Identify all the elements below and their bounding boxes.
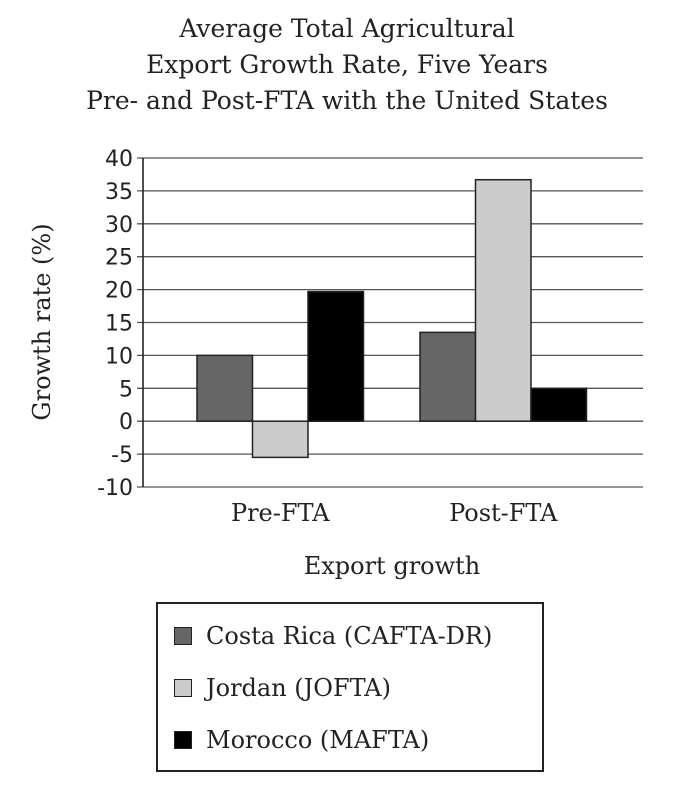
y-tick-label: 15 [105, 312, 133, 337]
y-tick-label: 0 [119, 410, 133, 435]
x-axis-title: Export growth [304, 552, 481, 580]
bar-post-fta-2 [474, 178, 532, 422]
y-tick-label: 20 [105, 279, 133, 304]
bar-post-fta-3 [530, 387, 588, 422]
y-tick-label: 35 [105, 180, 133, 205]
x-category-label: Post-FTA [449, 499, 558, 527]
y-tick-label: 40 [105, 147, 133, 172]
legend-swatch-costa-rica [174, 627, 192, 645]
y-tick-label: -5 [111, 443, 133, 468]
bar-post-fta-1 [419, 331, 477, 422]
legend-label-costa-rica: Costa Rica (CAFTA-DR) [206, 622, 493, 650]
legend-item-costa-rica: Costa Rica (CAFTA-DR) [174, 620, 492, 652]
y-tick-label: 5 [119, 377, 133, 402]
x-category-labels: Pre-FTA Post-FTA [231, 499, 558, 527]
y-tick-labels: 40 35 30 25 20 15 10 5 0 -5 -10 [97, 147, 133, 501]
legend-item-morocco: Morocco (MAFTA) [174, 724, 429, 756]
chart-title-line-3: Pre- and Post-FTA with the United States [86, 86, 608, 115]
gridlines [137, 157, 643, 488]
legend: Costa Rica (CAFTA-DR) Jordan (JOFTA) Mor… [156, 602, 544, 772]
bar-pre-fta-2 [251, 420, 309, 459]
y-tick-label: 30 [105, 213, 133, 238]
chart-title-line-1: Average Total Agricultural [179, 14, 515, 43]
legend-swatch-jordan [174, 679, 192, 697]
bars [196, 178, 588, 459]
bar-pre-fta-1 [196, 354, 254, 422]
bar-chart: 40 35 30 25 20 15 10 5 0 -5 -10 Pre-FTA Post-FTA Gr… [28, 147, 643, 580]
legend-label-jordan: Jordan (JOFTA) [206, 674, 392, 702]
legend-label-morocco: Morocco (MAFTA) [206, 726, 430, 754]
legend-item-jordan: Jordan (JOFTA) [174, 672, 391, 704]
y-tick-label: -10 [97, 476, 133, 501]
x-category-label: Pre-FTA [231, 499, 330, 527]
y-tick-label: 25 [105, 246, 133, 271]
legend-swatch-morocco [174, 731, 192, 749]
y-tick-label: 10 [105, 344, 133, 369]
chart-title-line-2: Export Growth Rate, Five Years [146, 50, 548, 79]
y-axis-title: Growth rate (%) [28, 223, 56, 420]
bar-pre-fta-3 [307, 290, 365, 422]
